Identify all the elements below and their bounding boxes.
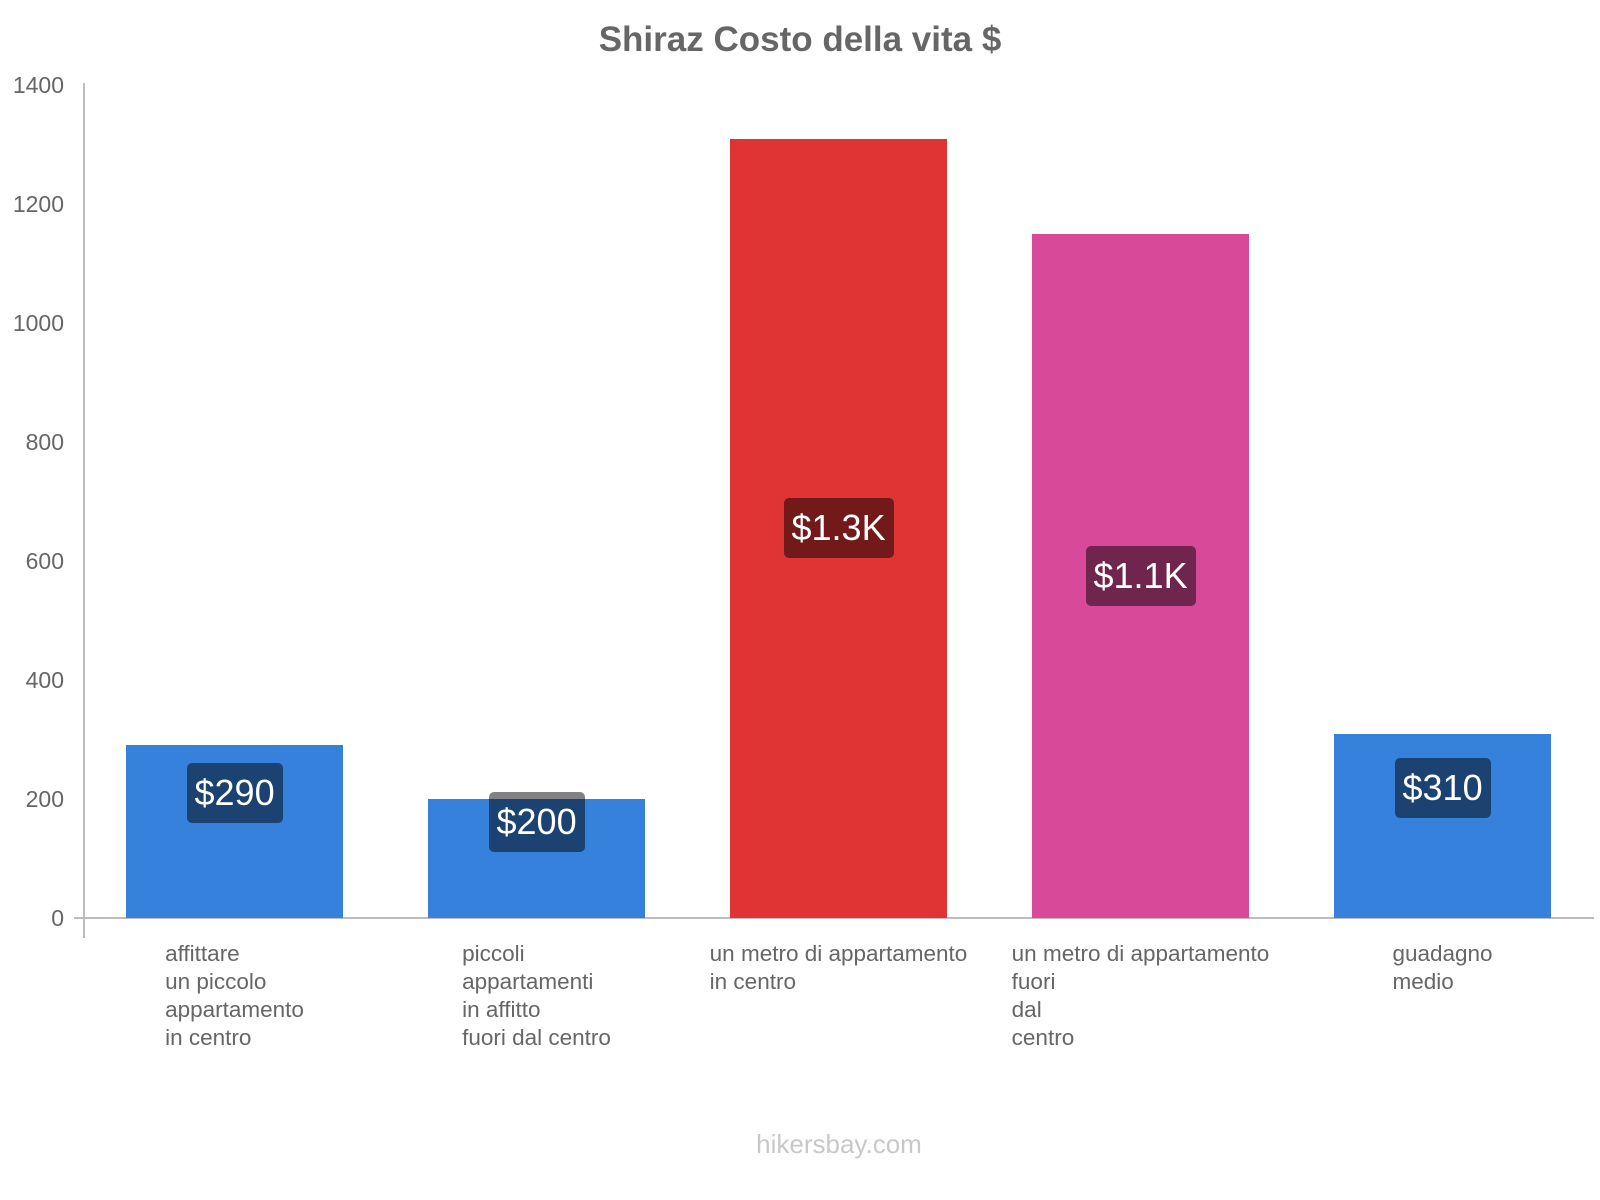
y-axis-line — [83, 83, 85, 938]
bar[interactable] — [1032, 233, 1249, 918]
bar-value-label: $1.1K — [1085, 545, 1196, 606]
x-axis-category-label: un metro di appartamento fuori dal centro — [1012, 940, 1270, 1052]
y-tick-mark — [74, 918, 84, 919]
y-tick-label: 0 — [51, 905, 64, 931]
y-tick-label: 400 — [25, 667, 64, 693]
y-tick-label: 1000 — [12, 310, 64, 336]
bar-value-label: $310 — [1394, 758, 1491, 818]
x-label-line: un piccolo — [165, 969, 267, 994]
y-tick-label: 200 — [25, 786, 64, 812]
x-axis-category-label: affittare un piccolo appartamento in centro — [165, 940, 304, 1052]
bar-value-label: $1.3K — [783, 498, 894, 559]
x-label-line: in affitto — [462, 997, 541, 1022]
x-label-line: in centro — [165, 1025, 252, 1050]
chart-title: Shiraz Costo della vita $ — [598, 20, 1002, 59]
x-label-line: un metro di appartamento — [1011, 941, 1270, 966]
x-axis-category-label: piccoli appartamenti in affitto fuori dal c… — [462, 940, 611, 1052]
bar[interactable] — [1334, 733, 1551, 918]
x-axis-line — [74, 917, 1594, 919]
x-label-line: piccoli — [462, 941, 525, 966]
x-label-line: fuori dal centro — [462, 1025, 611, 1050]
x-axis-category-label: un metro di appartamento in centro — [710, 940, 968, 996]
x-label-line: centro — [1011, 1025, 1075, 1050]
bar[interactable] — [730, 138, 947, 918]
source-watermark: hikersbay.com — [756, 1129, 922, 1159]
bar[interactable] — [126, 745, 343, 918]
x-label-line: affittare — [165, 941, 240, 966]
x-label-line: in centro — [709, 969, 796, 994]
x-label-line: un metro di appartamento — [709, 941, 968, 966]
y-tick-label: 600 — [25, 548, 64, 574]
bar-value-label: $290 — [186, 763, 283, 823]
y-tick-label: 1400 — [12, 72, 64, 98]
x-label-line: guadagno — [1392, 941, 1493, 966]
x-label-line: appartamento — [165, 997, 304, 1022]
x-label-line: appartamenti — [462, 969, 594, 994]
x-axis-category-label: guadagno medio — [1392, 940, 1492, 996]
x-label-line: medio — [1392, 969, 1454, 994]
bar[interactable] — [428, 799, 645, 918]
y-tick-label: 800 — [25, 429, 64, 455]
x-label-line: dal — [1011, 997, 1042, 1022]
y-tick-label: 1200 — [12, 191, 64, 217]
bar-value-label: $200 — [488, 792, 585, 852]
x-label-line: fuori — [1011, 969, 1056, 994]
